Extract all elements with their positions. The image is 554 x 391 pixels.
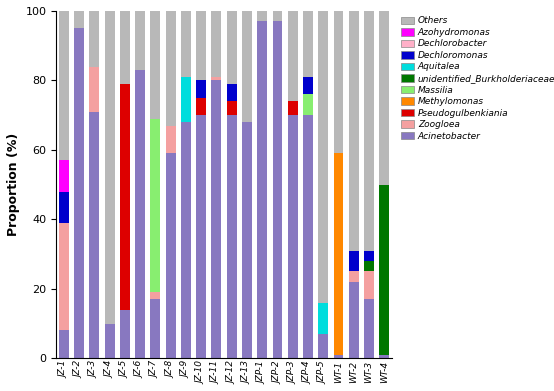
Bar <box>135 11 145 70</box>
Bar <box>151 292 160 299</box>
Bar <box>303 94 313 115</box>
Bar <box>227 11 237 84</box>
Bar <box>120 84 130 310</box>
Bar <box>364 11 374 251</box>
Bar <box>59 223 69 330</box>
Bar <box>166 126 176 153</box>
Bar <box>196 115 206 358</box>
Bar <box>227 84 237 101</box>
Bar <box>74 11 84 28</box>
Bar <box>273 22 283 358</box>
Bar <box>242 122 252 358</box>
Bar <box>166 11 176 126</box>
Y-axis label: Proportion (%): Proportion (%) <box>7 133 20 236</box>
Bar <box>105 11 115 323</box>
Bar <box>303 115 313 358</box>
Bar <box>59 192 69 223</box>
Bar <box>334 355 343 358</box>
Bar <box>212 81 222 358</box>
Bar <box>59 160 69 192</box>
Bar <box>151 11 160 118</box>
Bar <box>379 355 389 358</box>
Legend: Others, Azohydromonas, Dechlorobacter, Dechloromonas, Aquitalea, unidentified_Bu: Others, Azohydromonas, Dechlorobacter, D… <box>400 16 554 142</box>
Bar <box>120 310 130 358</box>
Bar <box>273 11 283 22</box>
Bar <box>212 11 222 77</box>
Bar <box>105 323 115 358</box>
Bar <box>89 66 99 112</box>
Bar <box>181 122 191 358</box>
Bar <box>379 185 389 355</box>
Bar <box>349 251 359 271</box>
Bar <box>59 11 69 160</box>
Bar <box>364 271 374 299</box>
Bar <box>74 28 84 358</box>
Bar <box>196 11 206 81</box>
Bar <box>334 153 343 355</box>
Bar <box>379 11 389 185</box>
Bar <box>135 70 145 358</box>
Bar <box>288 101 297 115</box>
Bar <box>288 11 297 101</box>
Bar <box>319 303 328 334</box>
Bar <box>120 11 130 84</box>
Bar <box>349 11 359 251</box>
Bar <box>334 11 343 153</box>
Bar <box>257 22 267 358</box>
Bar <box>303 11 313 77</box>
Bar <box>196 81 206 98</box>
Bar <box>181 11 191 77</box>
Bar <box>288 115 297 358</box>
Bar <box>364 251 374 261</box>
Bar <box>89 11 99 66</box>
Bar <box>303 77 313 94</box>
Bar <box>242 11 252 122</box>
Bar <box>227 115 237 358</box>
Bar <box>227 101 237 115</box>
Bar <box>349 271 359 282</box>
Bar <box>166 153 176 358</box>
Bar <box>151 118 160 292</box>
Bar <box>364 261 374 271</box>
Bar <box>151 299 160 358</box>
Bar <box>349 282 359 358</box>
Bar <box>319 334 328 358</box>
Bar <box>59 330 69 358</box>
Bar <box>364 299 374 358</box>
Bar <box>181 77 191 122</box>
Bar <box>196 98 206 115</box>
Bar <box>212 77 222 81</box>
Bar <box>319 11 328 303</box>
Bar <box>257 11 267 22</box>
Bar <box>89 112 99 358</box>
